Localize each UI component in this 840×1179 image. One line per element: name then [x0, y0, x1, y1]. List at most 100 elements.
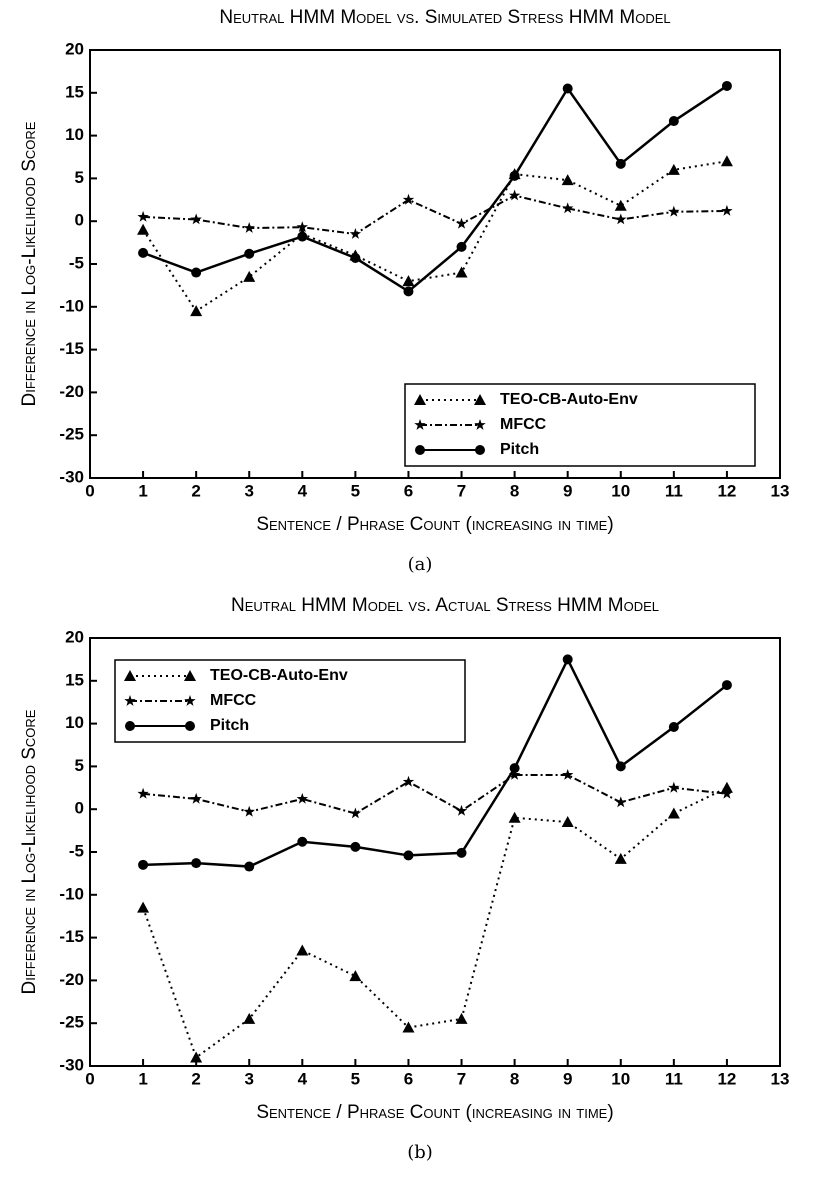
x-tick-label: 2 [191, 481, 200, 500]
legend-marker [185, 721, 195, 731]
marker [350, 841, 361, 852]
y-axis-label: Difference in Log-Likelihood Score [19, 121, 40, 406]
y-tick-label: -25 [59, 1013, 84, 1032]
marker [137, 210, 149, 222]
y-tick-label: -5 [69, 841, 84, 860]
marker [243, 270, 256, 282]
x-tick-label: 12 [717, 481, 736, 500]
marker [403, 286, 414, 297]
y-tick-label: 15 [65, 82, 84, 101]
marker [562, 769, 574, 780]
marker [455, 266, 468, 278]
marker [244, 248, 255, 259]
y-tick-label: -15 [59, 927, 84, 946]
y-tick-label: -25 [59, 425, 84, 444]
legend-label: MFCC [210, 692, 257, 709]
marker [138, 859, 149, 870]
y-tick-label: 5 [75, 168, 84, 187]
legend-box [404, 383, 756, 467]
marker [508, 769, 521, 780]
marker [562, 654, 573, 665]
marker [721, 680, 732, 691]
marker [455, 217, 468, 229]
marker [402, 775, 415, 787]
marker [349, 228, 362, 239]
marker [509, 763, 520, 774]
legend-label: MFCC [500, 416, 547, 433]
marker [668, 205, 680, 217]
marker [667, 163, 680, 175]
x-tick-label: 4 [298, 481, 308, 500]
series-line [142, 84, 728, 293]
x-tick-label: 13 [771, 481, 790, 500]
x-tick-label: 0 [85, 481, 94, 500]
x-axis-label: Sentence / Phrase Count (increasing in t… [256, 1102, 613, 1123]
marker [349, 807, 362, 819]
marker [561, 174, 574, 186]
marker [667, 807, 680, 819]
x-tick-label: 11 [665, 1069, 683, 1088]
y-tick-label: 10 [65, 125, 84, 144]
marker [243, 805, 255, 817]
legend-marker [414, 394, 426, 405]
x-tick-label: 3 [244, 481, 253, 500]
marker [296, 792, 308, 804]
marker [508, 189, 521, 201]
marker [721, 80, 732, 91]
x-tick-label: 5 [351, 481, 360, 500]
x-tick-label: 6 [404, 481, 413, 500]
marker [137, 901, 150, 913]
marker [615, 761, 626, 772]
series-line [143, 194, 727, 236]
x-tick-label: 5 [351, 1069, 360, 1088]
legend-marker [124, 670, 136, 681]
marker [190, 305, 203, 317]
caption: (a) [408, 554, 433, 575]
marker [456, 241, 467, 252]
legend-label: Pitch [210, 717, 249, 734]
y-tick-label: 0 [75, 799, 84, 818]
marker [720, 155, 733, 167]
marker [614, 199, 627, 211]
marker [455, 1012, 468, 1024]
y-tick-label: 20 [65, 39, 84, 58]
marker [402, 1021, 415, 1033]
legend-marker [124, 695, 136, 706]
y-tick-label: -15 [59, 339, 84, 358]
marker [296, 221, 308, 232]
y-tick-label: 15 [65, 670, 84, 689]
x-tick-label: 9 [563, 1069, 572, 1088]
y-axis-label: Difference in Log-Likelihood Score [19, 709, 40, 994]
legend-marker [414, 419, 426, 430]
legend-marker [474, 419, 486, 430]
series-line [142, 786, 728, 1060]
x-tick-label: 10 [611, 1069, 630, 1088]
legend-label: TEO-CB-Auto-Env [500, 391, 638, 408]
marker [243, 222, 255, 233]
x-tick-label: 8 [510, 1069, 519, 1088]
y-tick-label: -20 [59, 382, 84, 401]
y-tick-label: -20 [59, 970, 84, 989]
marker [402, 193, 415, 205]
marker [721, 787, 733, 799]
marker [455, 804, 468, 816]
x-tick-label: 8 [510, 481, 519, 500]
marker [138, 247, 149, 258]
y-tick-label: 0 [75, 211, 84, 230]
marker [191, 267, 202, 278]
legend-marker [474, 394, 486, 405]
legend-marker [125, 721, 135, 731]
marker [562, 202, 574, 214]
caption: (b) [407, 1142, 433, 1163]
marker [615, 796, 627, 808]
x-tick-label: 2 [191, 1069, 200, 1088]
marker [403, 850, 414, 861]
marker [349, 970, 362, 982]
marker [190, 792, 202, 804]
legend-label: Pitch [500, 441, 539, 458]
marker [720, 781, 733, 793]
x-axis-label: Sentence / Phrase Count (increasing in t… [256, 514, 613, 535]
chart-title: Neutral HMM Model vs. Simulated Stress H… [219, 7, 670, 28]
marker [615, 158, 626, 169]
